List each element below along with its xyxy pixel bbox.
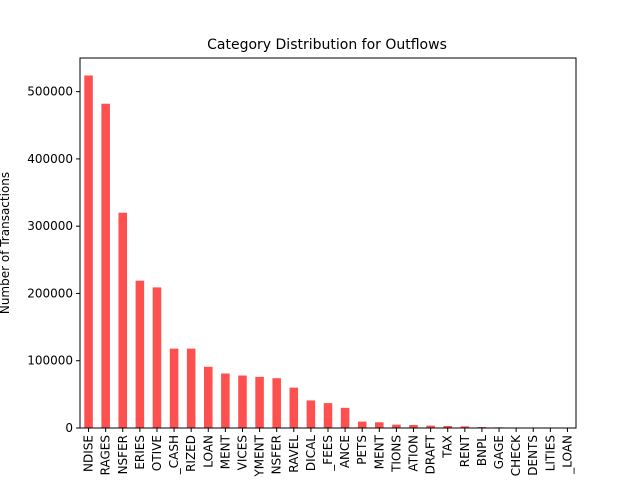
bar-17 <box>357 421 367 428</box>
bar-12 <box>272 378 281 428</box>
y-tick-label: 400000 <box>27 152 73 166</box>
bar-19 <box>392 424 401 428</box>
x-tick-label: LOAN <box>201 435 215 468</box>
bar-21 <box>426 425 435 428</box>
x-tick-label: YMENT <box>253 434 267 477</box>
bar-16 <box>340 407 350 428</box>
x-tick-label: NDISE <box>82 435 96 472</box>
x-tick-label: RAGES <box>99 435 113 475</box>
bar-6 <box>169 348 179 428</box>
x-tick-label: RIZED <box>184 435 198 472</box>
x-tick-label: NSFER <box>270 435 284 474</box>
bar-24 <box>477 426 487 428</box>
bar-9 <box>221 373 230 428</box>
x-tick-label: ATION <box>407 435 421 472</box>
y-tick-label: 200000 <box>27 286 73 300</box>
bar-3 <box>118 212 128 428</box>
bar-15 <box>323 403 333 428</box>
bar-8 <box>204 366 213 428</box>
x-tick-label: GAGE <box>492 435 506 469</box>
bar-18 <box>375 422 384 428</box>
x-tick-label: _CASH <box>167 435 181 475</box>
bar-14 <box>306 400 316 428</box>
x-tick-label: VICES <box>235 435 249 470</box>
x-tick-label: _LOAN <box>560 435 574 475</box>
x-tick-label: TAX <box>441 435 455 459</box>
bar-1 <box>84 75 93 428</box>
y-axis-label: Number of Transactions <box>0 172 12 314</box>
x-tick-label: DICAL <box>304 435 318 471</box>
x-tick-label: ERIES <box>133 435 147 470</box>
x-tick-label: BNPL <box>475 435 489 466</box>
y-tick-label: 0 <box>65 421 73 435</box>
x-tick-label: _FEES <box>321 435 335 472</box>
x-axis: NDISE RAGES NSFER ERIES OTIVE _CASH RIZED LOAN M… <box>82 428 574 478</box>
x-tick-label: RENT <box>458 434 472 467</box>
x-tick-label: LITIES <box>543 435 557 471</box>
x-tick-label: PETS <box>355 435 369 465</box>
x-tick-label: MENT <box>372 434 386 469</box>
y-tick-label: 500000 <box>27 85 73 99</box>
x-tick-label: NSFER <box>116 435 130 474</box>
bar-10 <box>238 375 247 428</box>
bar-20 <box>409 424 418 428</box>
bars-group <box>84 75 572 428</box>
x-tick-label: DENTS <box>526 435 540 476</box>
bar-7 <box>186 348 196 428</box>
x-tick-label: MENT <box>218 434 232 469</box>
x-tick-label: ANCE <box>338 435 352 468</box>
bar-4 <box>135 280 145 428</box>
bar-11 <box>255 376 264 428</box>
x-tick-label: TIONS <box>389 435 403 473</box>
y-axis: 0 100000 200000 300000 400000 500000 <box>27 85 80 435</box>
chart-title: Category Distribution for Outflows <box>207 37 447 53</box>
bar-23 <box>460 426 470 428</box>
bar-13 <box>289 387 299 428</box>
bar-2 <box>101 103 110 428</box>
x-tick-label: OTIVE <box>150 435 164 471</box>
x-tick-label: CHECK <box>509 434 523 476</box>
x-tick-label: DRAFT <box>424 434 438 474</box>
y-tick-label: 100000 <box>27 354 73 368</box>
x-tick-label: RAVEL <box>287 435 301 473</box>
bar-5 <box>152 287 162 428</box>
y-tick-label: 300000 <box>27 219 73 233</box>
bar-22 <box>443 425 452 428</box>
